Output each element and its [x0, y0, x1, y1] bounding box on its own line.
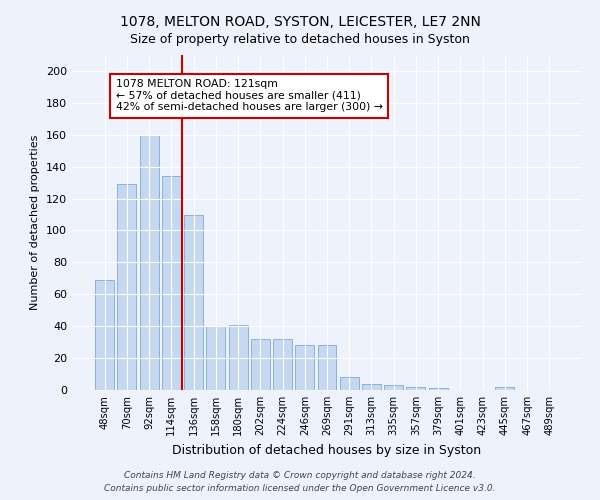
Text: 1078, MELTON ROAD, SYSTON, LEICESTER, LE7 2NN: 1078, MELTON ROAD, SYSTON, LEICESTER, LE… — [119, 15, 481, 29]
X-axis label: Distribution of detached houses by size in Syston: Distribution of detached houses by size … — [172, 444, 482, 456]
Text: 1078 MELTON ROAD: 121sqm
← 57% of detached houses are smaller (411)
42% of semi-: 1078 MELTON ROAD: 121sqm ← 57% of detach… — [116, 79, 383, 112]
Bar — [162, 176, 181, 390]
Bar — [317, 346, 337, 390]
Bar — [340, 377, 359, 390]
Y-axis label: Number of detached properties: Number of detached properties — [31, 135, 40, 310]
Bar — [184, 214, 203, 390]
Text: Contains HM Land Registry data © Crown copyright and database right 2024.
Contai: Contains HM Land Registry data © Crown c… — [104, 471, 496, 493]
Bar — [406, 387, 425, 390]
Bar — [95, 280, 114, 390]
Bar — [295, 346, 314, 390]
Text: Size of property relative to detached houses in Syston: Size of property relative to detached ho… — [130, 32, 470, 46]
Bar — [362, 384, 381, 390]
Bar — [251, 339, 270, 390]
Bar — [229, 324, 248, 390]
Bar — [384, 385, 403, 390]
Bar — [206, 326, 225, 390]
Bar — [429, 388, 448, 390]
Bar — [273, 339, 292, 390]
Bar — [140, 135, 158, 390]
Bar — [496, 387, 514, 390]
Bar — [118, 184, 136, 390]
